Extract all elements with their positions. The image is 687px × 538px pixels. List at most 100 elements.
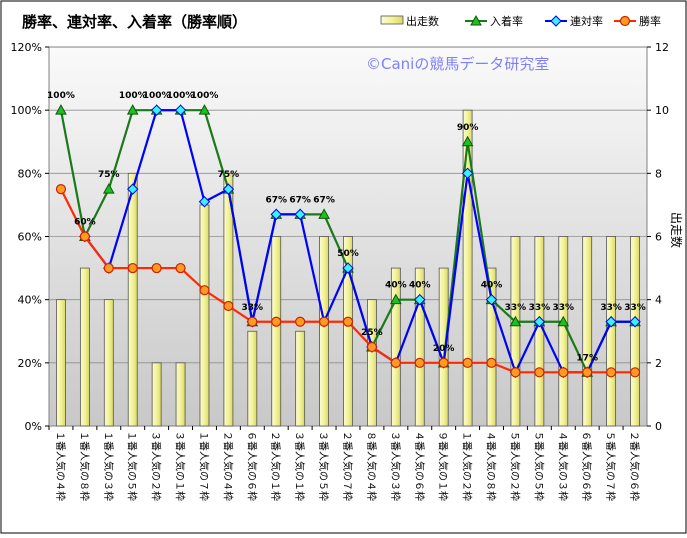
y2-axis-title: 出走数 — [669, 212, 684, 248]
data-label: 100% — [47, 91, 75, 101]
circle-marker — [318, 316, 330, 327]
circle-marker — [366, 341, 378, 353]
bar — [558, 236, 569, 427]
circle-marker — [247, 316, 258, 327]
diamond-marker — [414, 293, 426, 306]
x-tick-label: １番人気の４枠 — [54, 431, 67, 501]
legend-label: 出走数 — [406, 14, 439, 28]
y2-tick-label: 10 — [655, 104, 669, 117]
diamond-marker — [294, 208, 306, 221]
circle-marker — [223, 300, 234, 312]
circle-marker — [558, 367, 569, 378]
x-tick-label: １番人気の７枠 — [197, 431, 210, 501]
triangle-marker — [55, 104, 67, 115]
legend-bar-swatch — [380, 15, 404, 25]
diamond-marker — [222, 183, 235, 195]
bar — [630, 236, 640, 427]
circle-marker — [606, 367, 617, 378]
data-label: 40% — [409, 281, 431, 291]
x-tick-label: ４番人気の６枠 — [413, 431, 426, 501]
data-label: 67% — [313, 195, 335, 205]
circle-marker — [55, 184, 67, 195]
diamond-marker — [342, 262, 354, 274]
y-tick-label: 40% — [18, 294, 42, 307]
data-label: 25% — [361, 328, 383, 338]
diamond-marker — [533, 316, 546, 328]
diamond-marker — [461, 167, 474, 180]
data-label: 33% — [529, 303, 551, 313]
circle-marker — [271, 316, 282, 327]
chart-title: 勝率、連対率、入着率（勝率順） — [22, 13, 247, 31]
circle-marker — [342, 316, 354, 327]
circle-marker — [619, 15, 631, 27]
y-tick-label: 0% — [25, 420, 42, 433]
triangle-marker — [461, 135, 474, 147]
x-tick-label: ３番人気の１枠 — [174, 431, 187, 501]
bar — [151, 362, 162, 427]
x-tick-label: ４番人気の３枠 — [556, 431, 569, 501]
circle-marker — [390, 357, 401, 368]
x-tick-label: ６番人気の６枠 — [580, 431, 593, 501]
circle-marker — [414, 357, 425, 368]
diamond-marker — [174, 104, 187, 116]
bar — [271, 236, 282, 427]
data-labels: 100%60%75%100%100%100%100%75%33%67% 67% 67… — [47, 91, 646, 363]
diamond-marker — [198, 196, 211, 208]
y-tick-label: 80% — [18, 167, 42, 180]
y2-tick-label: 8 — [655, 167, 662, 180]
circle-marker — [151, 262, 162, 274]
diamond-marker — [550, 15, 562, 27]
circle-marker — [295, 316, 306, 327]
x-tick-label: １番人気の３枠 — [102, 431, 115, 501]
data-label: 67% — [289, 195, 311, 205]
bar — [510, 236, 521, 427]
x-tick-label: ３番人気の１枠 — [293, 431, 306, 501]
x-tick-label: ２番人気の４枠 — [221, 431, 234, 501]
circle-marker — [103, 262, 114, 274]
bar — [199, 204, 210, 427]
data-label: 67% — [265, 195, 287, 205]
bar — [414, 267, 425, 427]
x-tick-label: ２番人気の６枠 — [628, 431, 641, 501]
x-tick-label: １番人気の２枠 — [461, 431, 474, 501]
triangle-marker — [318, 208, 330, 219]
diamond-marker — [127, 183, 139, 195]
circle-marker — [582, 367, 593, 378]
bar — [534, 236, 545, 427]
triangle-marker — [389, 293, 402, 305]
legend-label: 入着率 — [490, 14, 523, 28]
x-tick-label: ４番人気の８枠 — [485, 431, 498, 501]
y2-tick-label: 2 — [655, 357, 662, 370]
data-label: 40% — [385, 281, 407, 291]
y2-tick-label: 12 — [655, 41, 669, 54]
x-tick-label: ５番人気の５枠 — [532, 431, 545, 501]
x-tick-label: ３番人気の２枠 — [150, 431, 163, 501]
x-tick-label: ９番人気の１枠 — [437, 431, 450, 501]
bar — [79, 267, 90, 427]
x-tick-label: ５番人気の７枠 — [604, 431, 617, 501]
y-tick-label: 20% — [18, 357, 42, 370]
diamond-marker — [270, 208, 282, 221]
data-label: 33% — [600, 303, 622, 313]
data-label: 100% — [119, 91, 147, 101]
data-label: 33% — [242, 303, 264, 313]
data-label: 50% — [337, 249, 359, 259]
data-label: 75% — [218, 170, 240, 180]
data-label: 90% — [457, 123, 479, 133]
bar — [319, 236, 329, 427]
y2-tick-label: 0 — [655, 420, 662, 433]
legend: 出走数 入着率 連対率 勝率 — [380, 14, 661, 28]
triangle-marker — [102, 183, 115, 194]
triangle-marker — [198, 104, 211, 115]
bar — [56, 299, 66, 427]
bar — [486, 267, 497, 427]
bar — [295, 330, 306, 427]
bar — [606, 236, 617, 427]
triangle-marker — [557, 315, 570, 327]
bar — [367, 299, 377, 427]
bar — [390, 267, 401, 427]
bar — [103, 299, 114, 427]
bar — [582, 236, 593, 427]
